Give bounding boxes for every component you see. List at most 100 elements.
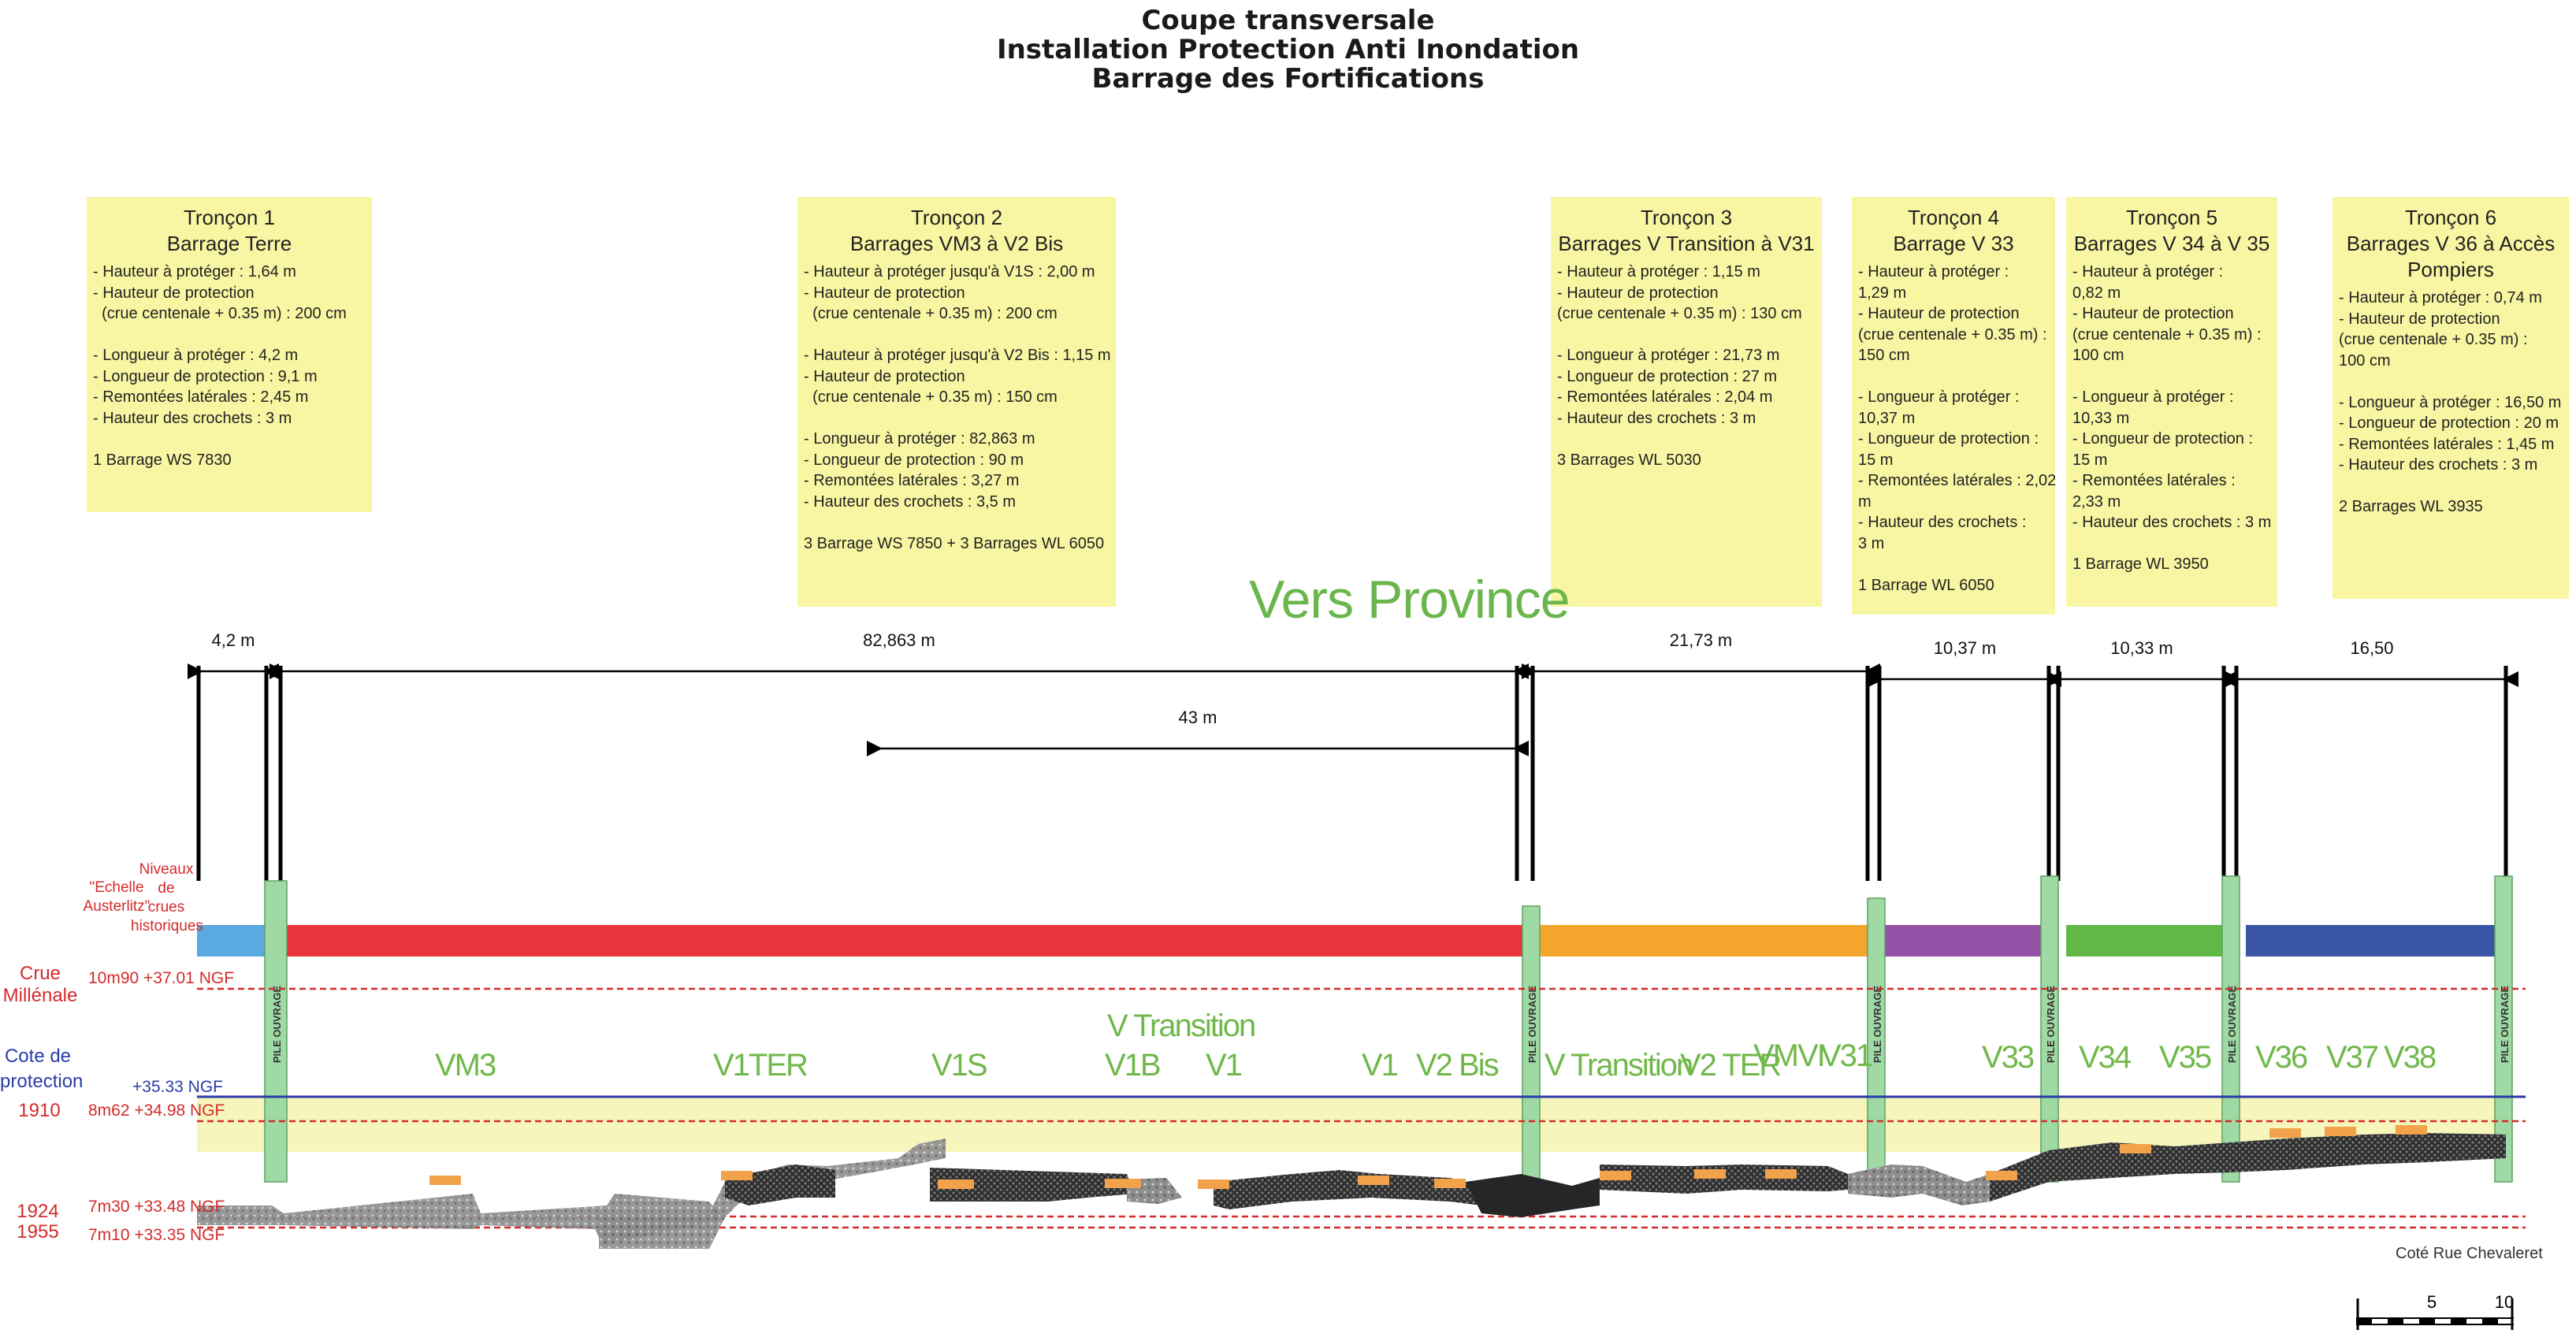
- troncon-spec-line: 3 Barrages WL 5030: [1557, 451, 1701, 469]
- troncon-spec-line: - Hauteur de protection: [93, 284, 255, 302]
- troncon-spec-line: (crue centenale + 0.35 m) :: [2339, 331, 2528, 348]
- barrier-name-label: V Transition: [1107, 1009, 1256, 1043]
- dimension-label: 43 m: [1179, 708, 1217, 727]
- vers-province-label: Vers Province: [1249, 570, 1571, 630]
- dimension-label: 4,2 m: [211, 630, 255, 650]
- troncon-heading: Tronçon 4 Barrage V 33: [1858, 205, 2049, 257]
- year-1910-label: 1910: [18, 1100, 61, 1121]
- troncon-spec-line: - Hauteur à protéger : 0,74 m: [2339, 289, 2542, 306]
- troncon-spec-line: - Hauteur de protection: [2072, 305, 2234, 322]
- troncon-spec-line: - Hauteur des crochets : 3 m: [2072, 514, 2272, 531]
- troncon-heading: Tronçon 2 Barrages VM3 à V2 Bis: [804, 205, 1110, 257]
- troncon-spec-line: 100 cm: [2072, 347, 2124, 364]
- barrier-name-label: V1B: [1105, 1048, 1162, 1083]
- troncon-spec-line: - Remontées latérales :: [2072, 472, 2236, 489]
- troncon-spec-line: - Hauteur des crochets : 3 m: [93, 409, 292, 427]
- troncon-spec-line: 1 Barrage WL 6050: [1858, 576, 1994, 594]
- pile-ouvrage: [2221, 875, 2240, 1183]
- troncon-spec-line: 0,82 m: [2072, 284, 2121, 302]
- troncon-1-box: Tronçon 1 Barrage Terre - Hauteur à protég…: [87, 197, 372, 512]
- pile-label: PILE OUVRAGE: [1526, 986, 1538, 1064]
- troncon-4-bar: [1883, 925, 2050, 957]
- barrier-name-label: V1: [1206, 1048, 1243, 1083]
- troncon-6-box: Tronçon 6 Barrages V 36 à Accès Pompiers - …: [2333, 197, 2569, 599]
- troncon-5-box: Tronçon 5 Barrages V 34 à V 35 - Hauteur à…: [2066, 197, 2277, 607]
- troncon-heading: Tronçon 3 Barrages V Transition à V31: [1557, 205, 1816, 257]
- barrier-name-label: V1: [1362, 1048, 1399, 1083]
- barrier-name-label: V2 Bis: [1416, 1048, 1500, 1083]
- troncon-spec-line: - Longueur de protection :: [1858, 430, 2039, 448]
- dimension-chain: 4,2 m 82,863 m 43 m 21,73 m 10,37 m 10,33 m 16…: [188, 630, 2518, 881]
- troncon-spec-line: - Remontées latérales : 2,02: [1858, 472, 2057, 489]
- troncon-spec-line: (crue centenale + 0.35 m) :: [1858, 325, 2047, 344]
- barrier-name-label: V1TER: [713, 1048, 808, 1083]
- troncon-spec-line: - Longueur à protéger : 4,2 m: [93, 347, 299, 364]
- scale-end-label: 10: [2495, 1292, 2514, 1312]
- troncon-spec-line: 3 m: [1858, 534, 1885, 552]
- troncon-spec-line: - Longueur à protéger : 16,50 m: [2339, 393, 2562, 411]
- troncon-spec-line: - Remontées latérales : 3,27 m: [804, 472, 1020, 489]
- troncon-spec-line: 15 m: [2072, 451, 2108, 469]
- pile-ouvrage: [2040, 875, 2059, 1183]
- troncon-spec-line: 2,33 m: [2072, 492, 2121, 511]
- barrier-name-label: V34: [2079, 1040, 2132, 1075]
- dimension-label: 82,863 m: [863, 630, 935, 650]
- troncon-spec-line: (crue centenale + 0.35 m) : 200 cm: [93, 305, 347, 322]
- dimension-label: 10,37 m: [1934, 638, 1997, 658]
- cote-protection-label: Cote de protection: [0, 1046, 84, 1092]
- troncon-spec-line: - Hauteur des crochets :: [1858, 514, 2027, 531]
- troncon-3-bar: [1537, 925, 1877, 957]
- troncon-spec-line: 1 Barrage WS 7830: [93, 451, 232, 469]
- pile-label: PILE OUVRAGE: [2045, 986, 2057, 1064]
- troncon-heading: Tronçon 1 Barrage Terre: [93, 205, 366, 257]
- troncon-spec-line: - Hauteur de protection: [1557, 284, 1719, 302]
- troncon-3-box: Tronçon 3 Barrages V Transition à V31 - Ha…: [1551, 197, 1822, 607]
- troncon-spec-line: (crue centenale + 0.35 m) :: [2072, 325, 2262, 344]
- troncon-heading-line: Tronçon 1: [183, 206, 276, 229]
- level-millenale-value: 10m90 +37.01 NGF: [88, 969, 235, 987]
- troncon-spec-line: - Longueur de protection : 90 m: [804, 451, 1024, 469]
- pile-label: PILE OUVRAGE: [1872, 986, 1883, 1064]
- troncon-spec-line: - Hauteur à protéger : 1,64 m: [93, 263, 296, 280]
- troncon-2-box: Tronçon 2 Barrages VM3 à V2 Bis - Hauteur …: [797, 197, 1116, 607]
- barrier-name-label: V31: [1820, 1038, 1873, 1073]
- year-1924-label: 1924: [17, 1201, 59, 1222]
- diagram-title: Coupe transversale Installation Protecti…: [0, 6, 2576, 94]
- troncon-spec-line: - Remontées latérales : 2,04 m: [1557, 388, 1773, 406]
- troncon-spec-line: - Longueur à protéger :: [2072, 388, 2234, 406]
- troncon-spec-line: 150 cm: [1858, 347, 1910, 364]
- troncon-spec-line: - Hauteur de protection: [804, 284, 965, 302]
- troncon-heading-line: Barrage Terre: [166, 232, 292, 255]
- troncon-spec-line: - Hauteur de protection: [1858, 305, 2020, 322]
- troncon-spec-line: (crue centenale + 0.35 m) : 150 cm: [804, 388, 1058, 406]
- troncon-5-bar: [2066, 925, 2232, 957]
- troncon-spec-line: 1,29 m: [1858, 284, 1907, 302]
- troncon-spec-line: - Remontées latérales : 2,45 m: [93, 388, 309, 406]
- troncon-spec-line: - Hauteur de protection: [804, 367, 965, 385]
- scale-mid-label: 5: [2427, 1292, 2437, 1312]
- troncon-heading-line: Tronçon 2: [910, 206, 1003, 229]
- barrier-name-label: VM3: [435, 1048, 496, 1083]
- pile-label: PILE OUVRAGE: [2226, 986, 2238, 1064]
- troncon-1-bar: [197, 925, 266, 957]
- troncon-heading: Tronçon 6 Barrages V 36 à Accès Pompiers: [2339, 205, 2563, 283]
- troncon-spec-line: - Hauteur des crochets : 3,5 m: [804, 492, 1017, 511]
- level-1955-value: 7m10 +33.35 NGF: [88, 1226, 225, 1244]
- ground-profile: [197, 1125, 2506, 1249]
- barrier-name-label: V Transition: [1544, 1048, 1693, 1083]
- title-line-2: Installation Protection Anti Inondation: [996, 34, 1580, 65]
- barrier-name-label: V1S: [931, 1048, 988, 1083]
- dimension-label: 21,73 m: [1670, 630, 1733, 650]
- barrier-name-label: VMVI: [1753, 1038, 1826, 1073]
- troncon-spec-line: - Longueur à protéger :: [1858, 388, 2020, 406]
- troncon-spec-line: - Longueur de protection : 9,1 m: [93, 367, 318, 385]
- pile-ouvrage: [264, 880, 288, 1183]
- troncon-spec-line: - Hauteur des crochets : 3 m: [1557, 409, 1756, 427]
- barrier-name-label: V36: [2255, 1040, 2308, 1075]
- pile-ouvrage-group: PILE OUVRAGE PILE OUVRAGE PILE OUVRAGE PILE…: [264, 875, 2513, 1183]
- troncon-spec-line: - Hauteur à protéger :: [2072, 263, 2224, 280]
- level-1910-value: 8m62 +34.98 NGF: [88, 1101, 225, 1120]
- troncon-spec-line: - Hauteur à protéger : 1,15 m: [1557, 263, 1760, 280]
- troncon-spec-line: (crue centenale + 0.35 m) : 130 cm: [1557, 305, 1802, 322]
- troncon-heading-line: Tronçon 5: [2125, 206, 2218, 229]
